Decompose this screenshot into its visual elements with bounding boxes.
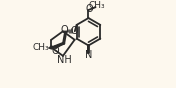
Text: N: N — [85, 50, 92, 60]
Text: NH: NH — [56, 55, 71, 65]
Text: O: O — [61, 25, 68, 35]
Text: O: O — [70, 26, 78, 36]
Text: CH₃: CH₃ — [88, 1, 105, 10]
Text: O: O — [85, 4, 93, 13]
Text: CH₃: CH₃ — [32, 43, 49, 52]
Text: O: O — [52, 45, 59, 56]
Polygon shape — [51, 42, 65, 48]
